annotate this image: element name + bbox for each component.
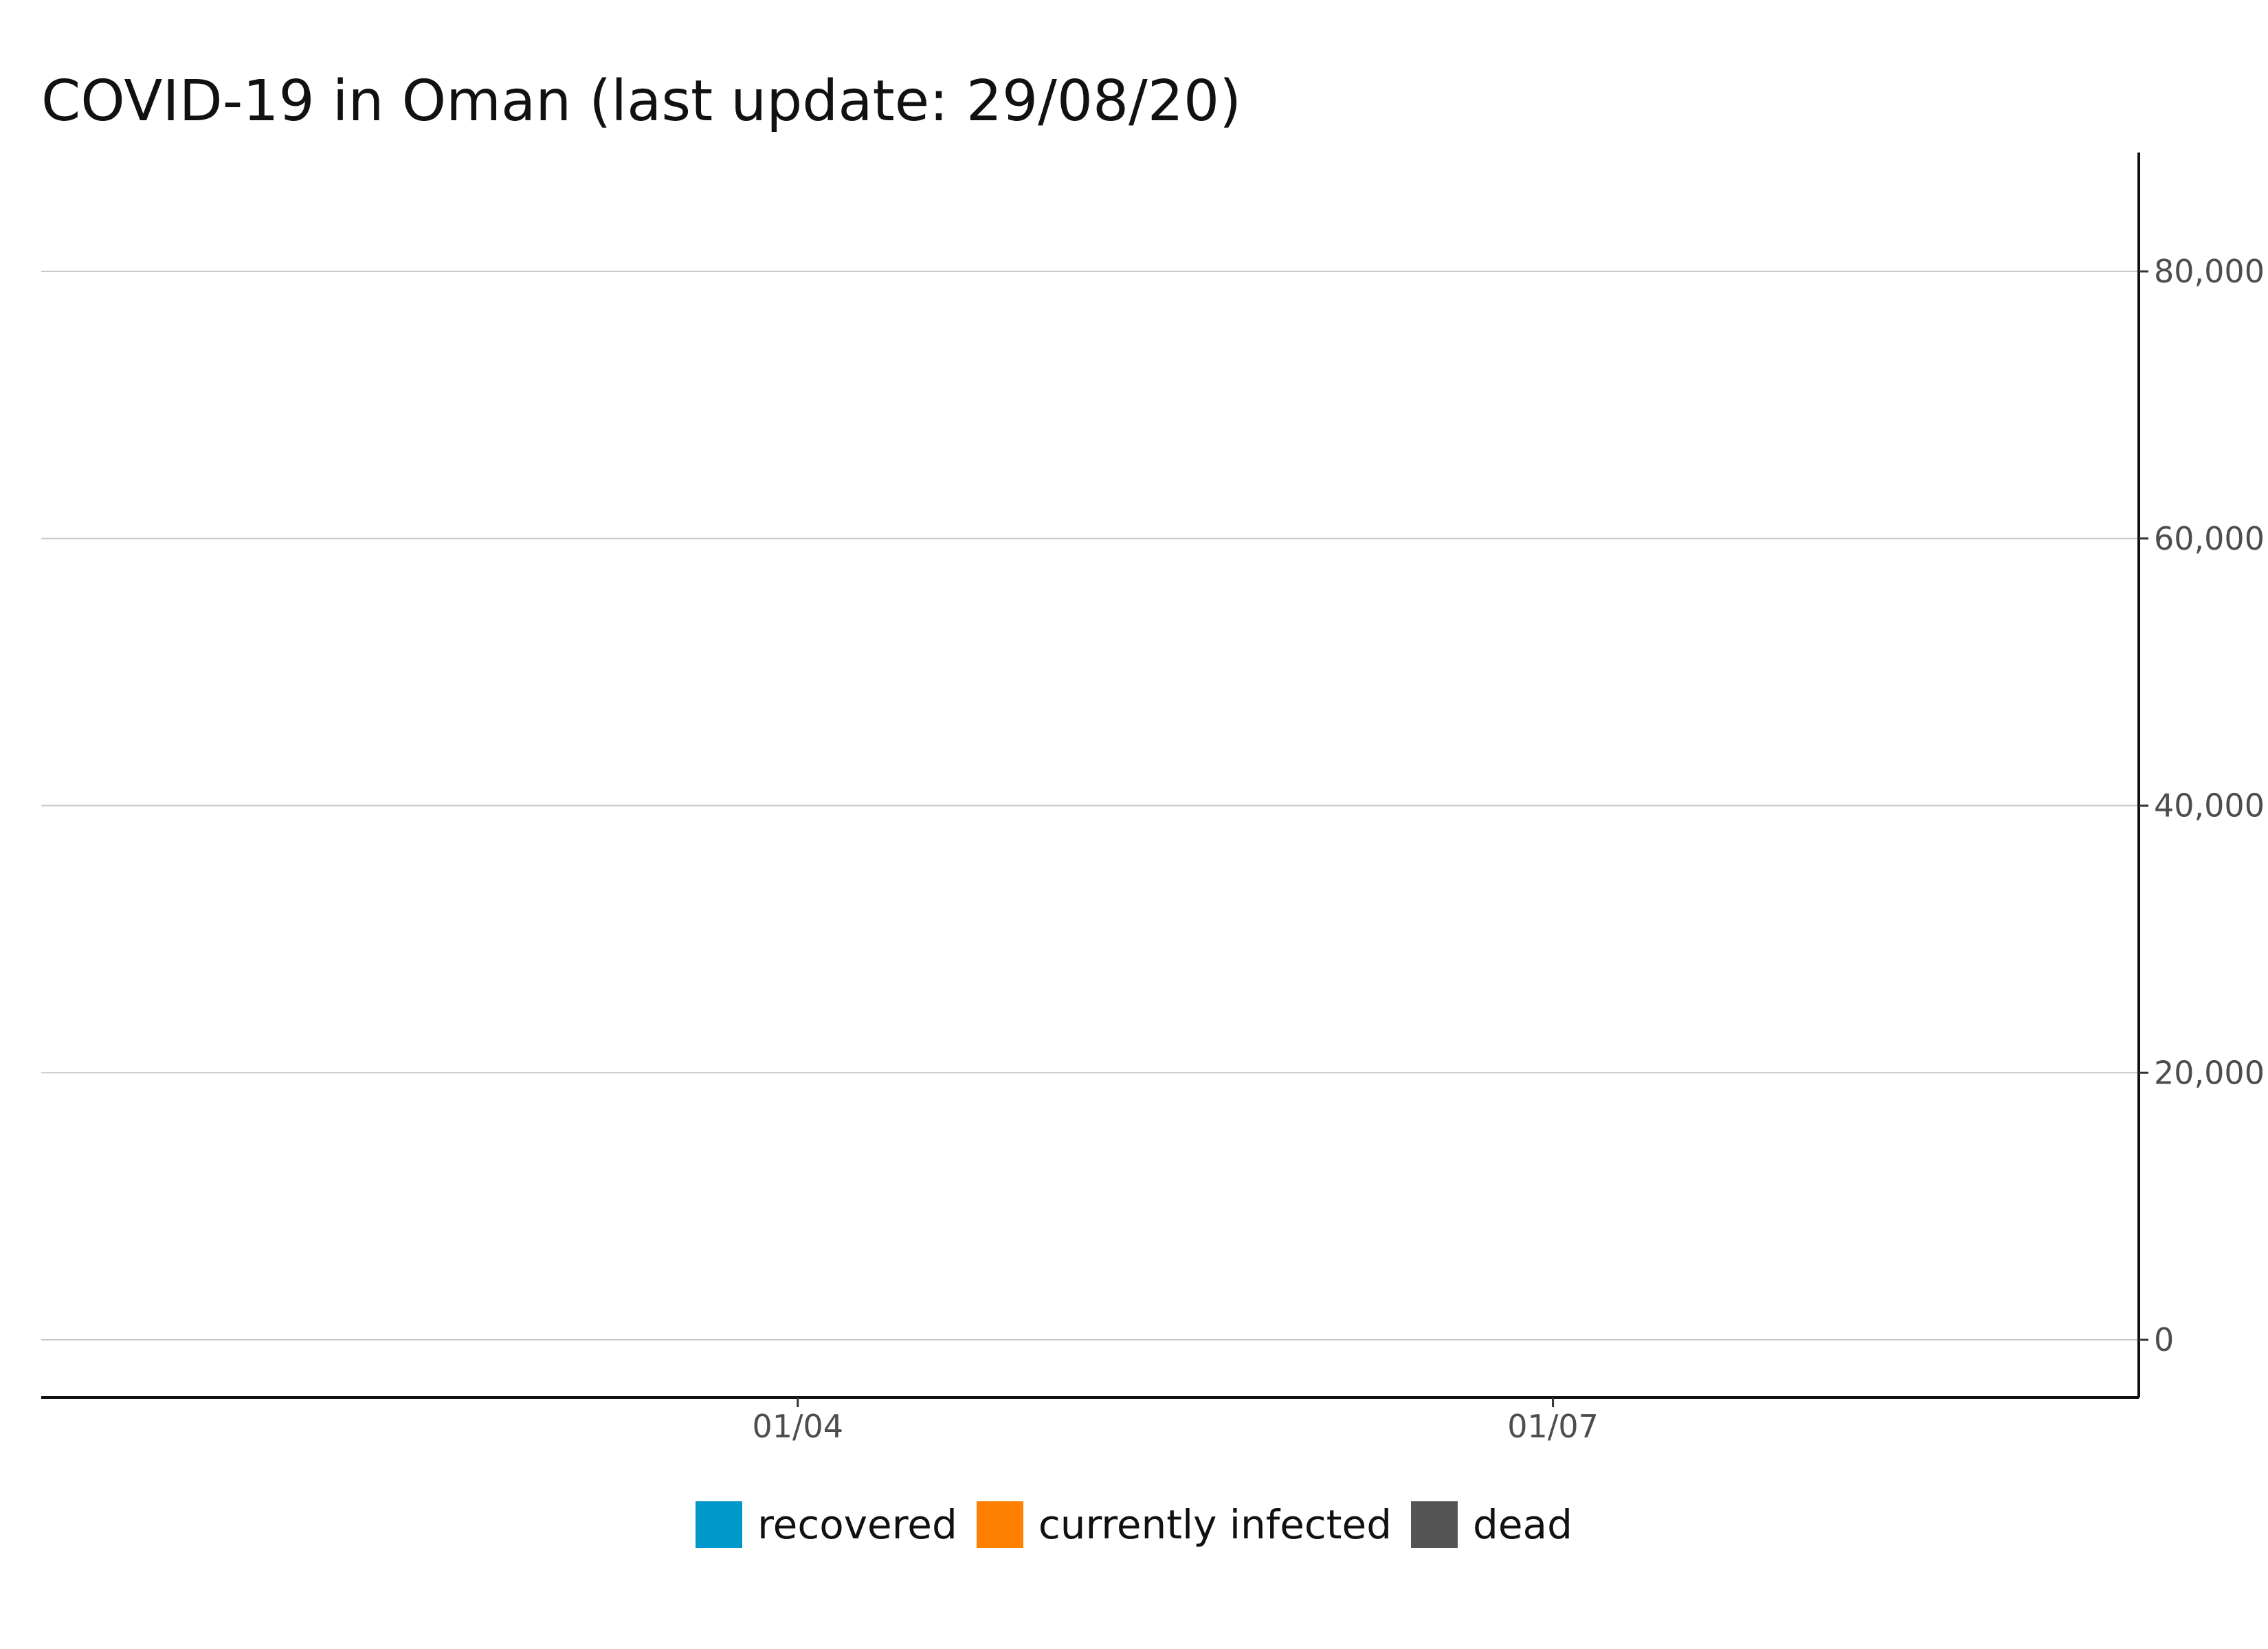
x-tick-label: 01/04 xyxy=(752,1408,843,1445)
legend-item-currently-infected: currently infected xyxy=(976,1501,1392,1548)
legend-item-dead: dead xyxy=(1411,1501,1572,1548)
chart-title: COVID-19 in Oman (last update: 29/08/20) xyxy=(41,69,1242,134)
legend-swatch-dead xyxy=(1411,1501,1458,1548)
legend-label-dead: dead xyxy=(1473,1501,1572,1548)
legend-swatch-recovered xyxy=(696,1501,743,1548)
axes xyxy=(41,153,2140,1399)
y-tick-label: 60,000 xyxy=(2154,520,2265,557)
gridlines xyxy=(41,271,2139,1340)
y-tick-label: 20,000 xyxy=(2154,1054,2265,1091)
x-tick-label: 01/07 xyxy=(1507,1408,1599,1445)
y-tick-label: 40,000 xyxy=(2154,787,2265,824)
legend-item-recovered: recovered xyxy=(696,1501,957,1548)
tick-labels: 0 20,000 40,000 60,000 80,000 01/04 01/07 xyxy=(752,253,2264,1445)
legend-label-currently-infected: currently infected xyxy=(1038,1501,1392,1548)
legend: recovered currently infected dead xyxy=(0,1501,2268,1548)
y-tick-label: 80,000 xyxy=(2154,253,2265,290)
legend-swatch-currently-infected xyxy=(976,1501,1023,1548)
y-tick-label: 0 xyxy=(2154,1321,2174,1358)
legend-label-recovered: recovered xyxy=(757,1501,957,1548)
